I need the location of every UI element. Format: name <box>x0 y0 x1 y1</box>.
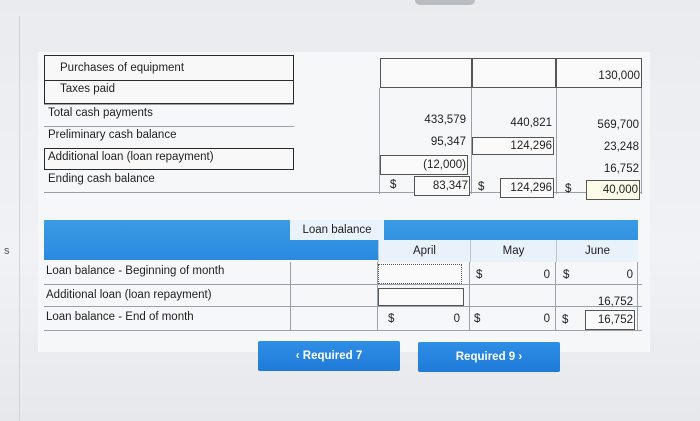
currency-loan-end-april: $ <box>388 313 395 325</box>
value-loan-beginning-may: 0 <box>543 269 550 281</box>
value-ending-may: 124,296 <box>510 182 552 194</box>
value-ending-june: 40,000 <box>602 184 638 196</box>
prev-required-button[interactable]: ‹ Required 7 <box>258 341 400 371</box>
chevron-left-icon: ‹ <box>295 350 300 362</box>
value-loan-end-april: 0 <box>453 313 460 325</box>
value-additional-loan-june: 16,752 <box>603 163 639 175</box>
divider <box>44 192 294 193</box>
month-header-april: April <box>378 240 470 262</box>
input-loan-beginning-april[interactable] <box>378 264 462 284</box>
input-loan-end-june[interactable] <box>585 310 635 330</box>
currency-loan-beginning-june: $ <box>563 269 570 281</box>
currency-ending-may: $ <box>478 181 485 193</box>
loan-balance-title: Loan balance <box>290 220 384 240</box>
row-label-additional-loan: Additional loan (loan repayment) <box>48 151 214 163</box>
page-frame-edge <box>0 16 20 421</box>
value-total-may: 440,821 <box>510 117 552 129</box>
value-loan-end-may: 0 <box>543 313 550 325</box>
divider <box>44 306 642 307</box>
value-loan-end-june: 16,752 <box>597 314 633 326</box>
input-additional-loan-april[interactable] <box>380 155 468 175</box>
value-preliminary-may: 124,296 <box>510 140 552 152</box>
input-purchases-april[interactable] <box>380 58 472 88</box>
currency-loan-end-june: $ <box>562 314 569 326</box>
grid-col <box>641 88 642 194</box>
divider <box>44 330 642 331</box>
input-ending-april[interactable] <box>414 176 470 196</box>
value-purchases-june: 130,000 <box>598 70 640 82</box>
value-total-april: 433,579 <box>424 114 466 126</box>
value-preliminary-april: 95,347 <box>430 136 466 148</box>
label-box-purchases <box>44 55 294 81</box>
value-loan-beginning-june: 0 <box>626 269 633 281</box>
row-label-ending-cash: Ending cash balance <box>48 173 155 185</box>
currency-ending-april: $ <box>390 179 397 191</box>
grid-col <box>471 88 472 194</box>
row-label-loan-end: Loan balance - End of month <box>46 311 194 323</box>
divider <box>44 284 642 285</box>
divider <box>44 104 294 105</box>
currency-loan-beginning-may: $ <box>476 269 483 281</box>
row-label-loan-additional: Additional loan (loan repayment) <box>46 289 212 301</box>
stray-text: s <box>4 245 10 257</box>
input-loan-additional-april[interactable] <box>378 288 464 306</box>
input-purchases-may[interactable] <box>472 58 556 88</box>
label-box-taxes <box>44 80 294 104</box>
grid-col <box>637 262 638 330</box>
grid-col <box>379 88 380 194</box>
divider <box>44 126 294 127</box>
input-ending-june[interactable] <box>586 180 640 200</box>
value-loan-additional-june: 16,752 <box>597 296 633 308</box>
input-purchases-june[interactable] <box>556 58 642 88</box>
value-additional-loan-april: (12,000) <box>423 159 466 171</box>
prev-required-label: Required 7 <box>302 350 363 362</box>
currency-loan-end-may: $ <box>474 313 481 325</box>
next-required-label: Required 9 <box>455 351 516 363</box>
row-label-preliminary: Preliminary cash balance <box>48 129 177 141</box>
input-preliminary-may[interactable] <box>472 137 554 155</box>
grid-col <box>377 262 378 330</box>
value-ending-april: 83,347 <box>432 180 468 192</box>
grid-col <box>469 262 470 330</box>
value-total-june: 569,700 <box>597 119 639 131</box>
month-header-may: May <box>470 240 556 262</box>
row-label-purchases: Purchases of equipment <box>60 62 185 74</box>
chevron-right-icon: › <box>518 351 523 363</box>
top-edge-decoration <box>415 0 475 5</box>
month-header-june: June <box>556 240 638 262</box>
row-label-total-cash: Total cash payments <box>48 107 153 119</box>
label-box-additional-loan <box>44 148 294 170</box>
next-required-button[interactable]: Required 9 › <box>418 342 560 372</box>
row-label-loan-beginning: Loan balance - Beginning of month <box>46 265 225 277</box>
row-label-taxes: Taxes paid <box>60 83 115 95</box>
grid-col <box>555 262 556 330</box>
value-preliminary-june: 23,248 <box>603 141 639 153</box>
input-ending-may[interactable] <box>500 178 554 198</box>
grid-col <box>556 88 557 194</box>
grid-col <box>290 262 291 330</box>
currency-ending-june: $ <box>565 183 572 195</box>
